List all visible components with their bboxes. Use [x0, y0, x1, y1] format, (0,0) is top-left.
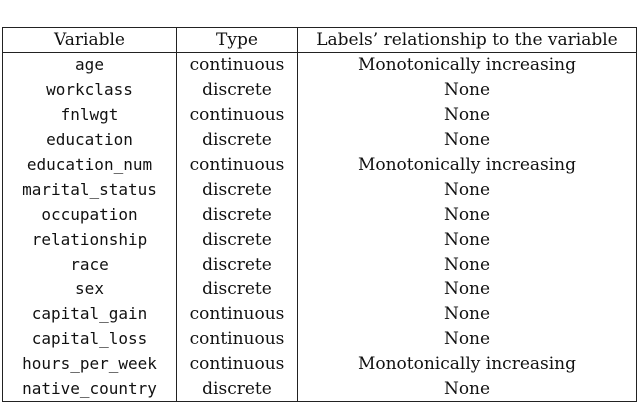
variable-cell: capital_loss [2, 326, 177, 352]
header-variable: Variable [2, 27, 177, 53]
table-row: native_country discrete None [2, 376, 637, 402]
variables-table: Variable Type Labels’ relationship to th… [2, 27, 637, 402]
type-cell: discrete [176, 277, 298, 302]
relationship-cell: None [297, 77, 637, 103]
type-cell: discrete [176, 227, 298, 253]
relationship-cell: None [297, 127, 637, 153]
type-cell: continuous [176, 351, 298, 377]
variable-cell: education_num [2, 152, 177, 178]
relationship-cell: Monotonically increasing [297, 351, 637, 377]
relationship-cell: None [297, 252, 637, 278]
relationship-cell: None [297, 177, 637, 203]
type-cell: continuous [176, 326, 298, 352]
type-cell: discrete [176, 77, 298, 103]
relationship-cell: Monotonically increasing [297, 152, 637, 178]
table-row: capital_loss continuous None [2, 326, 637, 352]
type-cell: continuous [176, 152, 298, 178]
type-cell: discrete [176, 252, 298, 278]
table-row: sex discrete None [2, 277, 637, 302]
relationship-cell: None [297, 376, 637, 402]
variable-cell: hours_per_week [2, 351, 177, 377]
variable-cell: age [2, 52, 177, 78]
table-row: relationship discrete None [2, 227, 637, 253]
variable-cell: sex [2, 277, 177, 302]
variable-cell: native_country [2, 376, 177, 402]
relationship-cell: None [297, 202, 637, 228]
table-row: marital_status discrete None [2, 177, 637, 203]
relationship-cell: Monotonically increasing [297, 52, 637, 78]
header-relationship: Labels’ relationship to the variable [297, 27, 637, 53]
type-cell: discrete [176, 127, 298, 153]
table-row: capital_gain continuous None [2, 301, 637, 327]
relationship-cell: None [297, 277, 637, 302]
table-row: occupation discrete None [2, 202, 637, 228]
type-cell: discrete [176, 376, 298, 402]
variable-cell: occupation [2, 202, 177, 228]
table-row: age continuous Monotonically increasing [2, 52, 637, 78]
table-row: hours_per_week continuous Monotonically in… [2, 351, 637, 377]
type-cell: continuous [176, 52, 298, 78]
relationship-cell: None [297, 301, 637, 327]
type-cell: discrete [176, 177, 298, 203]
variable-cell: marital_status [2, 177, 177, 203]
variable-cell: education [2, 127, 177, 153]
relationship-cell: None [297, 227, 637, 253]
header-type: Type [176, 27, 298, 53]
table-row: education_num continuous Monotonically inc… [2, 152, 637, 178]
variable-cell: capital_gain [2, 301, 177, 327]
type-cell: continuous [176, 301, 298, 327]
variable-cell: workclass [2, 77, 177, 103]
table-row: workclass discrete None [2, 77, 637, 103]
header-row: Variable Type Labels’ relationship to th… [2, 27, 637, 53]
relationship-cell: None [297, 102, 637, 128]
variable-cell: relationship [2, 227, 177, 253]
type-cell: continuous [176, 102, 298, 128]
table-row: fnlwgt continuous None [2, 102, 637, 128]
variable-cell: race [2, 252, 177, 278]
table-row: race discrete None [2, 252, 637, 278]
relationship-cell: None [297, 326, 637, 352]
table-row: education discrete None [2, 127, 637, 153]
type-cell: discrete [176, 202, 298, 228]
variable-cell: fnlwgt [2, 102, 177, 128]
